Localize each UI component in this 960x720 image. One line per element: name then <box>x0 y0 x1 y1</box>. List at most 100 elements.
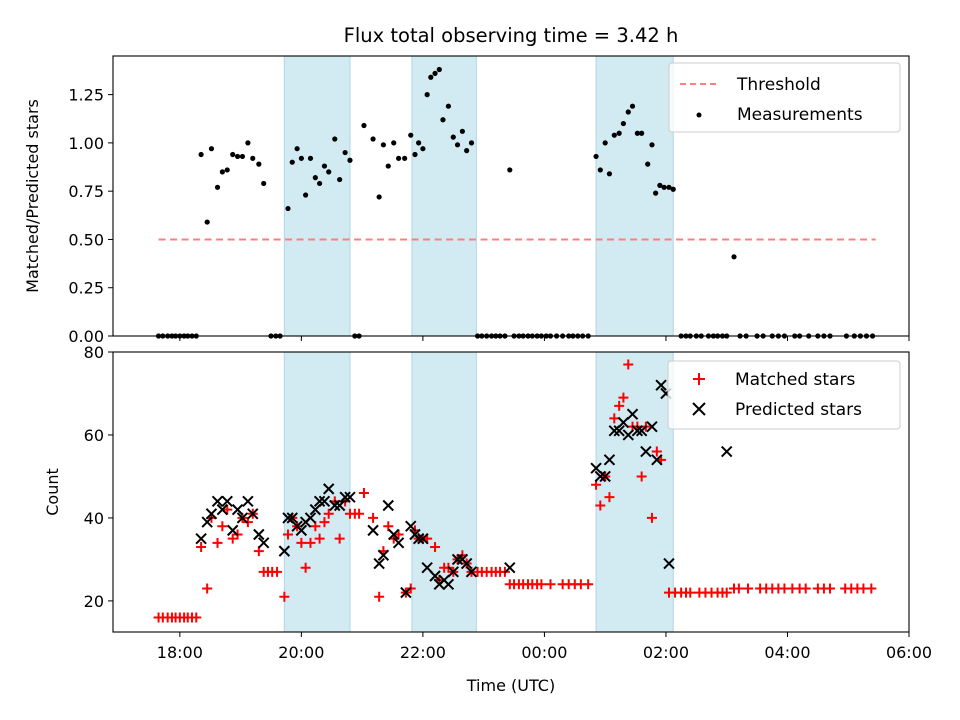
measurement-point <box>670 186 676 192</box>
predicted-star-point <box>333 499 346 512</box>
measurement-point <box>416 140 422 146</box>
measurement-point <box>402 155 408 161</box>
y-tick-label: 60 <box>84 426 104 445</box>
predicted-star-point <box>417 532 429 545</box>
predicted-star-point <box>211 495 224 508</box>
matched-star-point <box>272 566 283 577</box>
legend-predicted-label: Predicted stars <box>735 400 862 420</box>
counts-shaded-intervals <box>283 351 674 633</box>
measurement-point <box>326 169 332 175</box>
predicted-star-point <box>282 512 294 524</box>
ratio-legend-box <box>668 62 901 133</box>
measurement-point <box>256 161 262 167</box>
measurement-point <box>424 92 430 98</box>
measurement-point <box>440 117 446 123</box>
y-tick-label: 1.25 <box>68 86 104 105</box>
matched-star-point <box>595 500 606 511</box>
measurement-point <box>649 142 655 148</box>
measurement-point <box>204 219 210 225</box>
predicted-star-point <box>451 553 464 566</box>
measurement-point <box>332 136 338 142</box>
measurement-point <box>432 70 438 76</box>
matched-star-point <box>604 492 615 503</box>
predicted-star-point <box>442 578 455 591</box>
predicted-star-point <box>594 470 607 483</box>
predicted-star-point <box>392 537 405 549</box>
predicted-star-point <box>460 557 473 570</box>
ratio-plot-frame <box>112 55 910 337</box>
measurement-point <box>408 132 414 138</box>
shaded-interval <box>595 55 674 337</box>
measurement-point <box>198 151 204 158</box>
predicted-star-point <box>631 425 644 437</box>
measurement-point <box>219 169 225 175</box>
matched-star-point <box>319 517 330 528</box>
predicted-star-point <box>253 528 265 541</box>
predicted-star-point <box>608 425 621 437</box>
predicted-star-point <box>663 557 675 570</box>
measurement-point <box>620 120 627 127</box>
matched-star-point <box>733 583 744 594</box>
matched-star-point <box>583 579 594 590</box>
x-tick-label: 06:00 <box>886 643 932 662</box>
matched-star-point <box>866 583 877 594</box>
measurement-point <box>459 128 465 134</box>
chart-title: Flux total observing time = 3.42 h <box>344 24 679 47</box>
measurement-point <box>593 153 599 160</box>
measurement-point <box>376 194 382 200</box>
matched-star-point <box>393 529 404 540</box>
legend-matched-marker <box>693 373 705 385</box>
measurement-point <box>661 184 667 190</box>
measurement-point <box>347 157 353 163</box>
matched-star-point <box>222 504 233 515</box>
measurement-point <box>606 171 613 177</box>
measurement-point <box>224 167 230 173</box>
matched-star-point <box>368 512 379 523</box>
matched-star-point <box>300 562 311 573</box>
measurement-point <box>731 254 737 260</box>
ratio-y-axis-label: Matched/Predicted stars <box>23 99 42 293</box>
matched-star-point <box>545 579 556 590</box>
matched-star-point <box>314 533 325 544</box>
matched-star-point <box>636 471 647 482</box>
measurement-point <box>261 180 267 187</box>
ratio-y-axis: 0.00 0.25 0.50 0.75 1.00 1.25 <box>68 86 113 346</box>
predicted-star-point <box>388 528 400 541</box>
matched-star-point <box>374 591 385 602</box>
measurement-point <box>653 190 659 196</box>
measurement-point <box>412 151 418 158</box>
predicted-star-point <box>216 503 229 516</box>
matched-star-point <box>609 413 620 424</box>
measurement-point <box>639 130 645 136</box>
measurement-point <box>294 146 300 152</box>
shaded-interval <box>595 351 674 633</box>
shaded-interval <box>283 351 351 633</box>
predicted-star-point <box>257 537 270 549</box>
matched-star-point <box>334 533 345 544</box>
predicted-star-point <box>377 549 390 561</box>
predicted-star-point <box>405 520 417 532</box>
shaded-interval <box>411 55 477 337</box>
counts-plot-frame <box>112 351 910 633</box>
measurement-point <box>445 103 452 109</box>
measurement-point <box>666 184 672 190</box>
predicted-star-point <box>295 524 308 537</box>
measurement-point <box>245 140 251 146</box>
legend-measurements-label: Measurements <box>737 105 863 125</box>
measurement-point <box>289 159 295 165</box>
measurement-point <box>391 140 397 146</box>
x-axis-label: Time (UTC) <box>466 676 555 695</box>
predicted-star-point <box>599 470 611 483</box>
predicted-star-point <box>640 445 652 458</box>
matched-star-point <box>296 537 307 548</box>
counts-legend: Matched stars Predicted stars <box>667 360 901 430</box>
measurement-point <box>307 155 314 161</box>
matched-star-point <box>282 529 293 540</box>
measurement-point <box>420 146 426 152</box>
panel-counts: 20 40 60 80 18:00 20:00 22:00 00:00 02:00 04:00 0… <box>43 343 932 695</box>
measurement-point <box>342 149 348 156</box>
measurement-point <box>239 153 246 160</box>
predicted-star-point <box>400 586 412 599</box>
counts-series <box>153 359 877 623</box>
predicted-star-point <box>221 495 233 508</box>
